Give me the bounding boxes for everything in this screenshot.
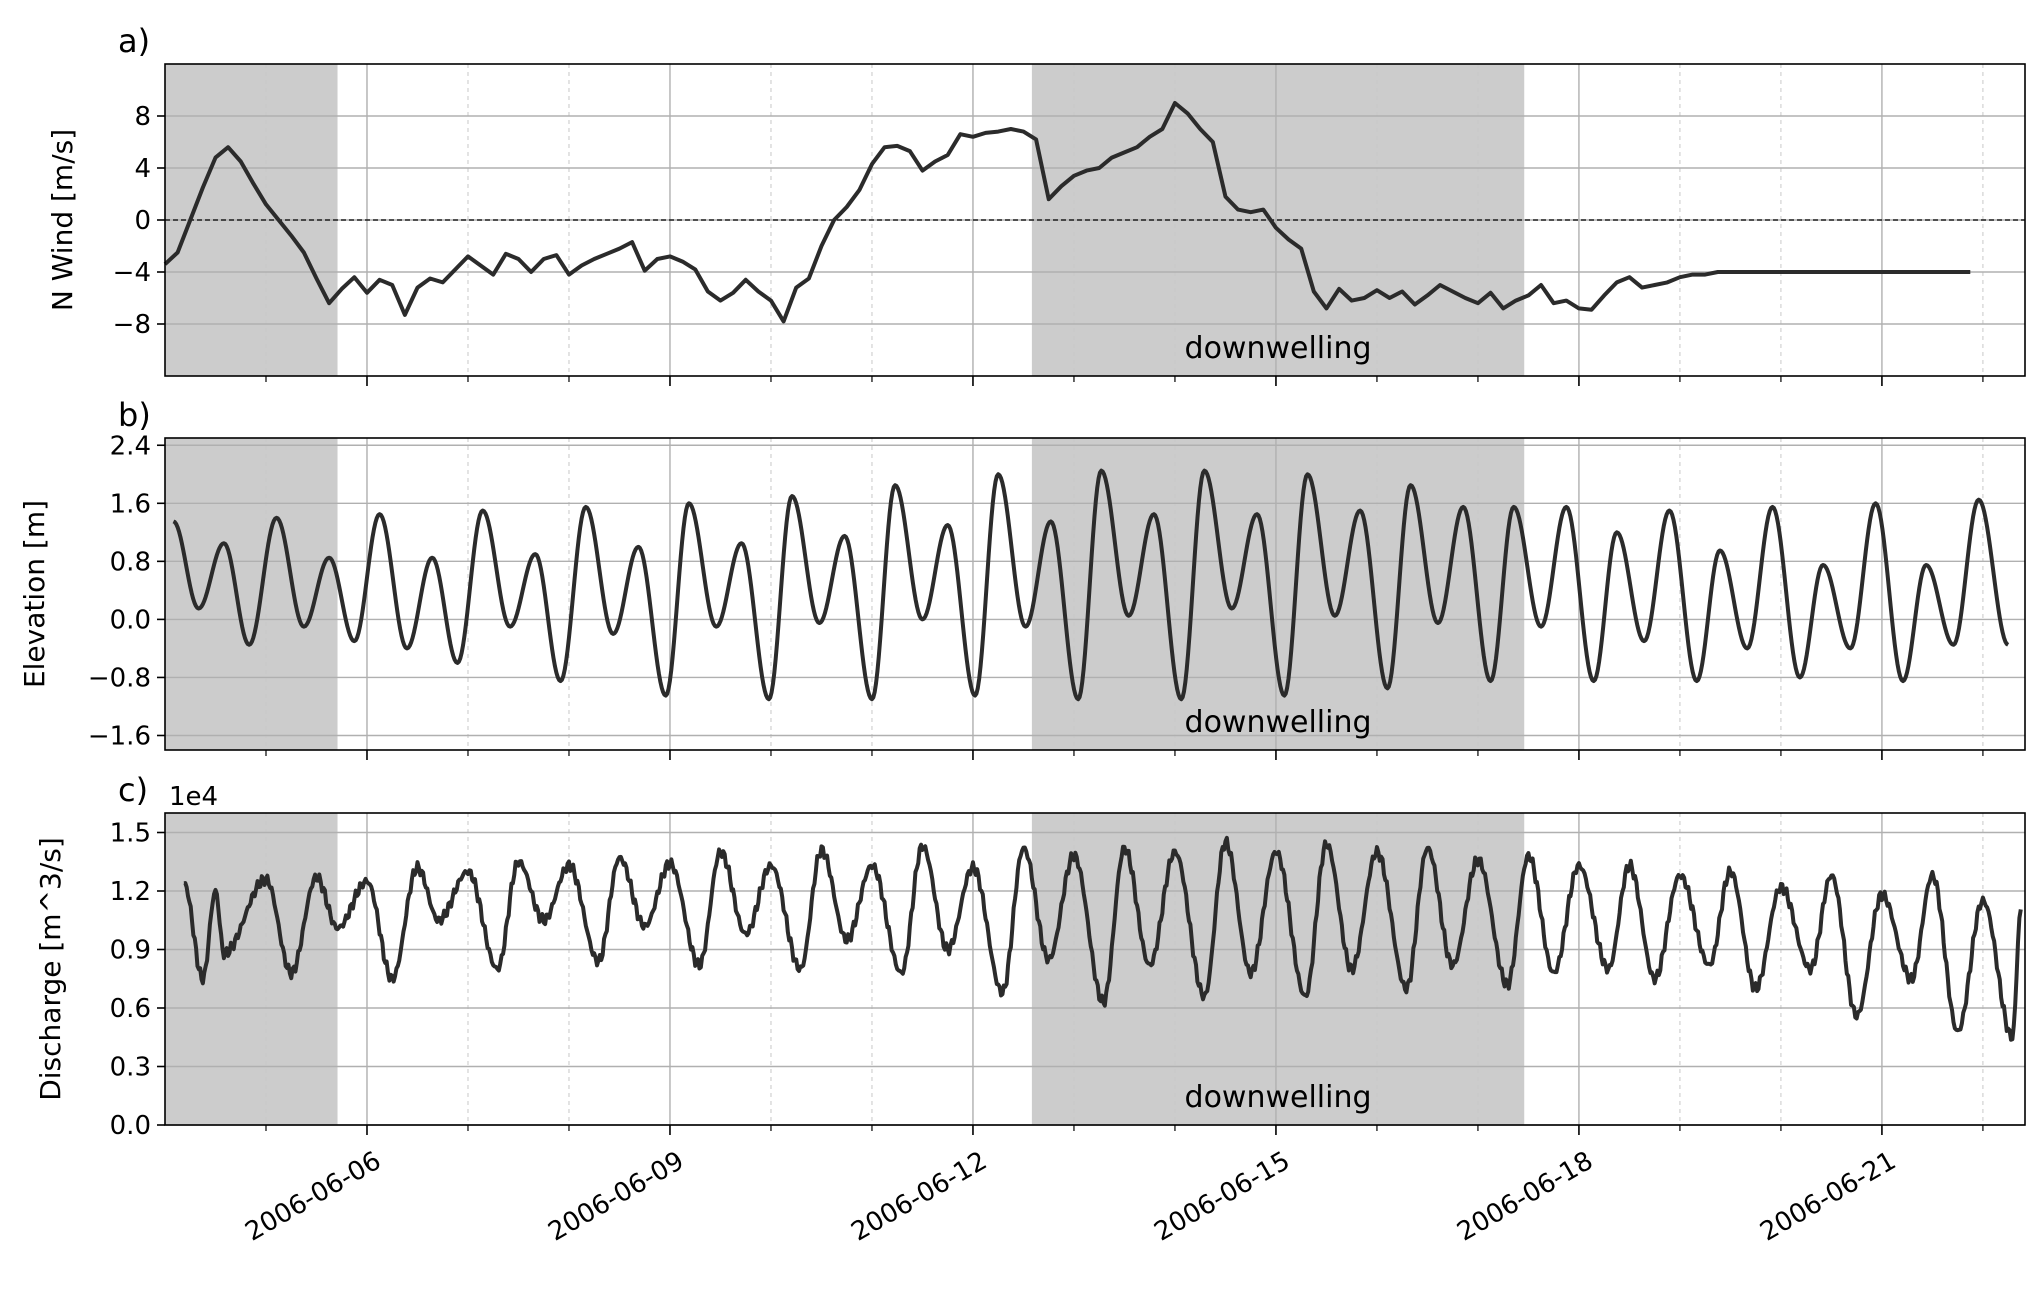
panel-b-downwelling-label: downwelling	[1185, 705, 1372, 740]
panel-a-ylabel: N Wind [m/s]	[46, 129, 79, 311]
y-tick-label: 0.6	[110, 994, 151, 1024]
y-tick-label: −8	[113, 310, 151, 340]
y-tick-label: 0.0	[110, 1111, 151, 1141]
y-tick-label: −1.6	[88, 721, 151, 751]
y-tick-label: 1.2	[110, 877, 151, 907]
panel-b-elevation: −1.6 −0.8 0.0 0.8 1.6 2.4 Elevation [m] b) do…	[18, 396, 2026, 760]
y-tick-label: 0.8	[110, 547, 151, 577]
panel-a-label: a)	[118, 22, 150, 60]
wind-series-line	[163, 101, 1971, 324]
shaded-region-1	[1031, 438, 1525, 750]
y-tick-label: 2.4	[110, 431, 151, 461]
y-tick-label: 1.6	[110, 489, 151, 519]
y-tick-label: −4	[113, 258, 151, 288]
y-tick-label: −0.8	[88, 663, 151, 693]
panel-b-ylabel: Elevation [m]	[18, 500, 51, 688]
shaded-region-1	[1031, 813, 1525, 1125]
panel-c-offset-label: 1e4	[169, 782, 218, 812]
panel-a-downwelling-label: downwelling	[1185, 331, 1372, 366]
discharge-series-line	[183, 835, 2023, 1042]
panel-c-frame	[164, 812, 2026, 1126]
panel-b-label: b)	[118, 396, 151, 434]
panel-b-frame	[164, 437, 2026, 751]
y-tick-label: 1.5	[110, 819, 151, 849]
y-tick-label: 0	[134, 206, 151, 236]
panel-c-label: c)	[118, 771, 148, 809]
y-tick-label: 0.3	[110, 1053, 151, 1083]
y-tick-label: 0.0	[110, 605, 151, 635]
y-tick-label: 8	[134, 102, 151, 132]
panel-a-wind: −8 −4 0 4 8 N Wind [m/s] a) downwelling	[46, 22, 2026, 386]
y-tick-label: 0.9	[110, 936, 151, 966]
panel-c-downwelling-label: downwelling	[1185, 1080, 1372, 1115]
y-tick-label: 4	[134, 154, 151, 184]
panel-c-ylabel: Discharge [m^3/s]	[34, 837, 67, 1101]
shaded-region-0	[165, 813, 338, 1125]
elevation-series-line	[172, 468, 2010, 702]
